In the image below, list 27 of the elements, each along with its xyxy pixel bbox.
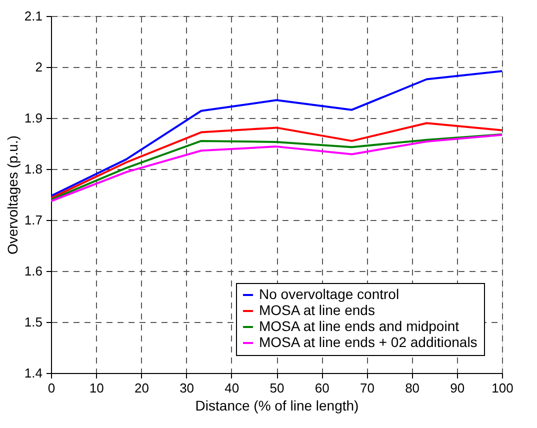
line-series (51, 70, 502, 198)
x-tick-label: 70 (360, 380, 374, 396)
y-tick-label: 1.7 (24, 212, 42, 228)
y-tick-label: 2.1 (24, 8, 42, 24)
legend-label: MOSA at line ends and midpoint (259, 318, 460, 334)
x-tick-label: 80 (405, 380, 420, 396)
y-tick-label: 1.4 (24, 366, 42, 380)
x-tick-label: 10 (89, 380, 104, 396)
y-tick-label: 1.8 (24, 162, 42, 176)
legend-label: MOSA at line ends + 02 additionals (259, 334, 478, 350)
legend-label: MOSA at line ends (259, 302, 375, 318)
x-tick-label: 30 (180, 380, 194, 396)
y-tick-label: 1.6 (24, 264, 42, 278)
x-tick-label: 40 (224, 380, 240, 396)
x-tick-label: 0 (48, 380, 56, 396)
y-tick-label: 2 (35, 60, 42, 74)
legend-label: No overvoltage control (259, 286, 400, 302)
x-axis-title: Distance (% of line length) (195, 398, 359, 414)
y-tick-label: 1.9 (24, 110, 42, 126)
x-tick-label: 90 (450, 380, 465, 396)
x-tick-label: 60 (314, 380, 330, 396)
x-tick-label: 100 (492, 380, 514, 396)
line-series (51, 122, 502, 200)
x-tick-label: 20 (134, 380, 149, 396)
y-tick-label: 1.5 (24, 314, 42, 330)
y-axis-title: Overvoltages (p.u.) (4, 135, 20, 255)
x-tick-label: 50 (270, 380, 284, 396)
